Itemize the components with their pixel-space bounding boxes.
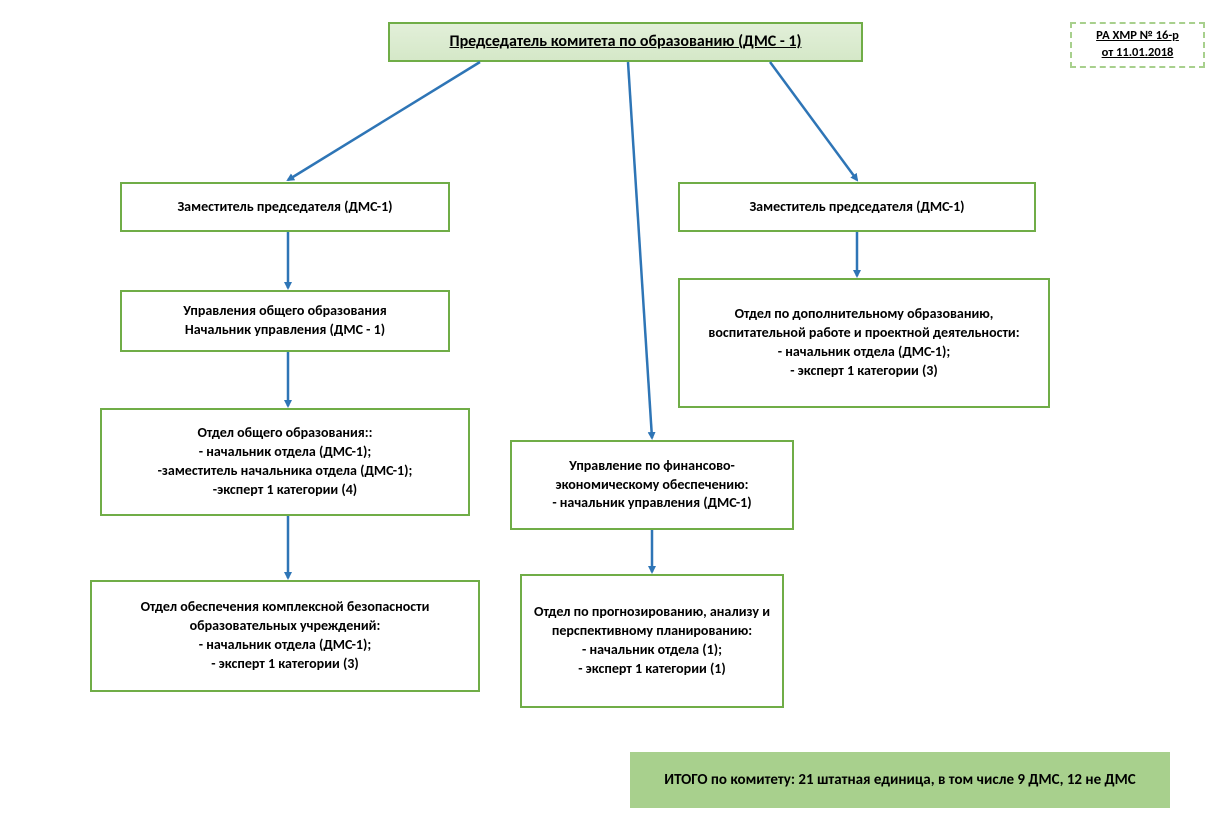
- chairman-text: Председатель комитета по образованию (ДМ…: [450, 31, 802, 53]
- left-management-box: Управления общего образования Начальник …: [120, 290, 450, 352]
- left-general-edu-dept-text: Отдел общего образования:: - начальник о…: [158, 424, 413, 500]
- reference-line2: от 11.01.2018: [1102, 45, 1174, 62]
- left-deputy-text: Заместитель председателя (ДМС-1): [177, 198, 392, 217]
- right-additional-edu-dept-box: Отдел по дополнительному образованию, во…: [678, 278, 1050, 408]
- center-finance-mgmt-box: Управление по финансово-экономическому о…: [510, 440, 794, 530]
- left-general-edu-dept-box: Отдел общего образования:: - начальник о…: [100, 408, 470, 516]
- summary-box: ИТОГО по комитету: 21 штатная единица, в…: [630, 752, 1170, 808]
- reference-line1: РА ХМР № 16-р: [1096, 28, 1179, 45]
- left-security-dept-text: Отдел обеспечения комплексной безопаснос…: [102, 598, 468, 674]
- chairman-box: Председатель комитета по образованию (ДМ…: [388, 22, 863, 62]
- reference-box: РА ХМР № 16-р от 11.01.2018: [1070, 22, 1205, 68]
- left-management-text: Управления общего образования Начальник …: [183, 302, 387, 340]
- right-additional-edu-dept-text: Отдел по дополнительному образованию, во…: [690, 305, 1038, 381]
- left-security-dept-box: Отдел обеспечения комплексной безопаснос…: [90, 580, 480, 692]
- summary-text: ИТОГО по комитету: 21 штатная единица, в…: [664, 770, 1135, 790]
- center-forecasting-dept-box: Отдел по прогнозированию, анализу и перс…: [520, 574, 784, 708]
- right-deputy-text: Заместитель председателя (ДМС-1): [749, 198, 964, 217]
- left-deputy-box: Заместитель председателя (ДМС-1): [120, 182, 450, 232]
- right-deputy-box: Заместитель председателя (ДМС-1): [678, 182, 1036, 232]
- center-forecasting-dept-text: Отдел по прогнозированию, анализу и перс…: [532, 603, 772, 679]
- center-finance-mgmt-text: Управление по финансово-экономическому о…: [522, 457, 782, 514]
